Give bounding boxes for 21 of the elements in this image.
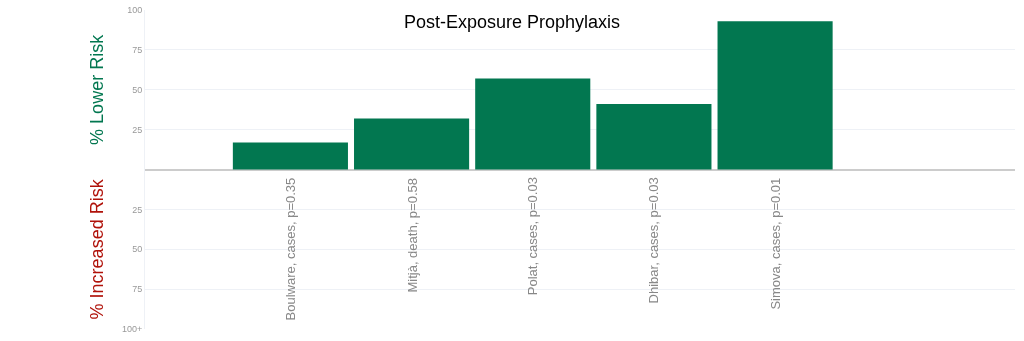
- x-tick-label: Polat, cases, p=0.03: [525, 177, 541, 296]
- y-tick-label: 50: [132, 84, 143, 95]
- bar: [717, 21, 833, 170]
- y-axis-title: % Lower Risk: [87, 33, 108, 145]
- y-tick-label: 50: [132, 244, 143, 255]
- bar: [354, 118, 470, 170]
- y-tick-label: 25: [132, 124, 143, 135]
- x-tick-label: Simova, cases, p=0.01: [767, 177, 783, 310]
- x-tick-label: Mitjà, death, p=0.58: [404, 178, 420, 293]
- bar: [475, 78, 591, 170]
- y-tick-label: 25: [132, 204, 143, 215]
- y-tick-label: 75: [132, 45, 143, 56]
- text: % Increased Risk: [86, 178, 107, 320]
- bar: [232, 142, 348, 170]
- y-tick-label: 100+: [121, 324, 143, 335]
- y-tick-label: 100: [127, 5, 143, 16]
- bar: [596, 104, 712, 170]
- x-tick-label: Boulware, cases, p=0.35: [283, 177, 299, 321]
- y-tick-label: 75: [132, 284, 143, 295]
- x-tick-label: Dhibar, cases, p=0.03: [646, 177, 662, 304]
- chart-title: Post-Exposure Prophylaxis: [403, 11, 621, 32]
